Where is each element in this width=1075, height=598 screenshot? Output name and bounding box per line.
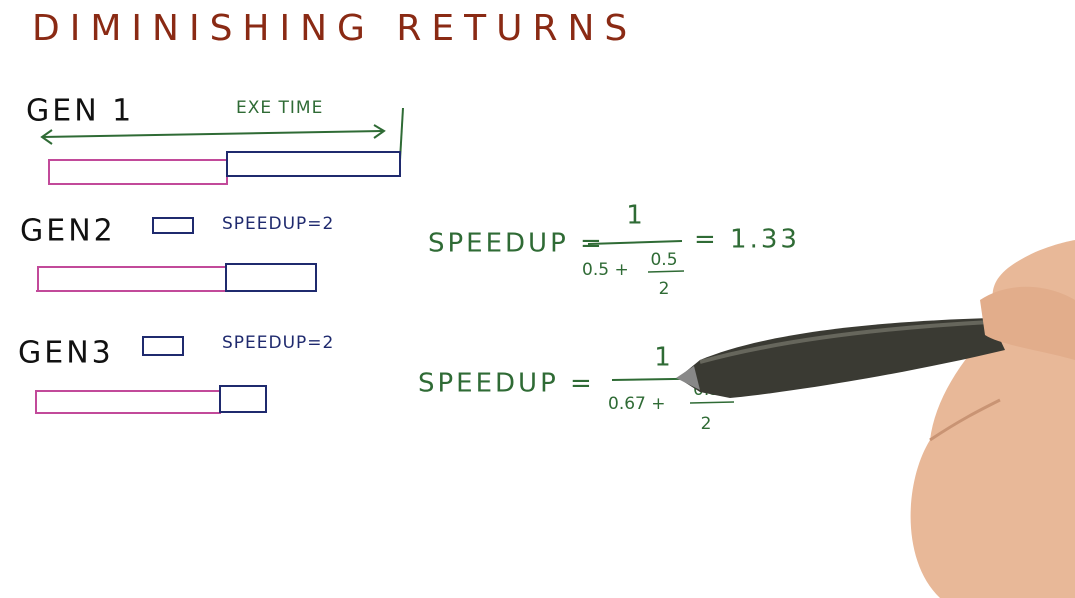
gen-label: GEN2 bbox=[20, 214, 116, 249]
sub-fraction-line bbox=[647, 270, 685, 273]
speedup-note: SPEEDUP=2 bbox=[222, 333, 334, 353]
exe-time-arrow bbox=[40, 107, 404, 161]
sub-denominator: 2 bbox=[701, 414, 712, 434]
gen-label: GEN 1 bbox=[26, 94, 134, 129]
numerator: 1 bbox=[654, 343, 674, 373]
sub-denominator: 2 bbox=[659, 279, 670, 299]
parallel-bar bbox=[225, 263, 317, 292]
parallel-bar bbox=[226, 151, 401, 177]
denominator: 0.5 + bbox=[582, 260, 629, 280]
denominator: 0.67 + bbox=[608, 394, 666, 414]
gen-label: GEN3 bbox=[18, 336, 114, 371]
equation-lhs: SPEEDUP = bbox=[418, 369, 595, 399]
processor-icon bbox=[142, 336, 184, 356]
title: DIMINISHING RETURNS bbox=[32, 8, 637, 49]
processor-icon bbox=[152, 217, 194, 234]
numerator: 1 bbox=[626, 201, 646, 231]
exe-time-label: EXE TIME bbox=[236, 98, 323, 118]
fraction-line bbox=[587, 240, 683, 245]
equation-lhs: SPEEDUP = bbox=[428, 229, 605, 259]
parallel-bar bbox=[219, 385, 267, 413]
sub-fraction-line bbox=[689, 401, 735, 404]
sub-numerator: 0.5 bbox=[650, 250, 677, 270]
hand-with-pen bbox=[676, 240, 1075, 598]
speedup-note: SPEEDUP=2 bbox=[222, 214, 334, 234]
result: = 1.33 bbox=[694, 225, 800, 255]
